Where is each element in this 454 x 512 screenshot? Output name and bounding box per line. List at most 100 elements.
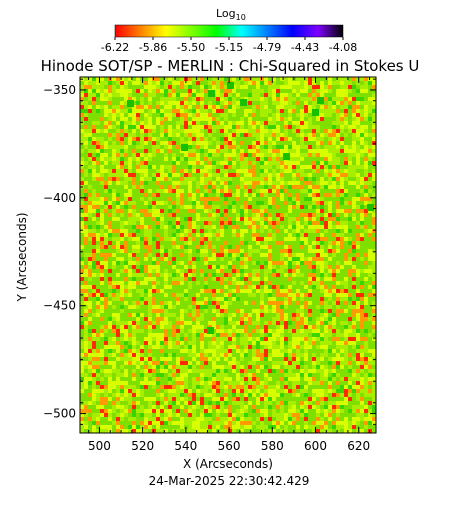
heatmap-cell bbox=[80, 105, 84, 109]
heatmap-cell bbox=[304, 313, 308, 317]
heatmap-cell bbox=[364, 97, 368, 101]
heatmap-cell bbox=[372, 189, 376, 193]
heatmap-cell bbox=[208, 257, 212, 261]
heatmap-cell bbox=[88, 133, 92, 137]
heatmap-cell bbox=[352, 201, 356, 205]
heatmap-cell bbox=[216, 85, 220, 89]
heatmap-cell bbox=[208, 313, 212, 317]
heatmap-cell bbox=[172, 213, 176, 217]
heatmap-cell bbox=[116, 165, 120, 169]
heatmap-cell bbox=[216, 317, 220, 321]
heatmap-cell bbox=[340, 321, 344, 325]
heatmap-cell bbox=[156, 165, 160, 169]
heatmap-cell bbox=[108, 205, 112, 209]
heatmap-cell bbox=[372, 269, 376, 273]
heatmap-cell bbox=[280, 93, 284, 97]
heatmap-cell bbox=[308, 177, 312, 181]
heatmap-cell bbox=[196, 313, 200, 317]
heatmap-cell bbox=[320, 233, 324, 237]
heatmap-cell bbox=[212, 125, 216, 129]
heatmap-cell bbox=[300, 237, 304, 241]
heatmap-cell bbox=[308, 221, 312, 225]
heatmap-cell bbox=[300, 233, 304, 237]
heatmap-cell bbox=[220, 109, 224, 113]
heatmap-cell bbox=[252, 305, 256, 309]
heatmap-cell bbox=[364, 145, 368, 149]
heatmap-cell bbox=[180, 329, 184, 333]
heatmap-cell bbox=[300, 273, 304, 277]
heatmap-cell bbox=[80, 261, 84, 265]
heatmap-cell bbox=[116, 113, 120, 117]
heatmap-cell bbox=[204, 229, 208, 233]
heatmap-cell bbox=[220, 301, 224, 305]
heatmap-cell bbox=[116, 105, 120, 109]
heatmap-cell bbox=[92, 129, 96, 133]
heatmap-cell bbox=[120, 293, 124, 297]
heatmap-cell bbox=[336, 273, 340, 277]
heatmap-cell bbox=[252, 221, 256, 225]
heatmap-cell bbox=[224, 185, 228, 189]
heatmap-cell bbox=[244, 325, 248, 329]
heatmap-cell bbox=[348, 93, 352, 97]
heatmap-cell bbox=[312, 325, 316, 329]
heatmap-cell bbox=[216, 217, 220, 221]
heatmap-cell bbox=[96, 189, 100, 193]
heatmap-cell bbox=[108, 281, 112, 285]
heatmap-cell bbox=[280, 197, 284, 201]
heatmap-cell bbox=[116, 281, 120, 285]
heatmap-cell bbox=[240, 301, 244, 305]
heatmap-cell bbox=[240, 285, 244, 289]
heatmap-cell bbox=[308, 153, 312, 157]
heatmap-cell bbox=[328, 173, 332, 177]
heatmap-cell bbox=[232, 245, 236, 249]
heatmap-cell bbox=[352, 185, 356, 189]
heatmap-cell bbox=[168, 109, 172, 113]
heatmap-cell bbox=[180, 181, 184, 185]
heatmap-cell bbox=[168, 121, 172, 125]
heatmap-cell bbox=[172, 181, 176, 185]
heatmap-cell bbox=[92, 157, 96, 161]
heatmap-cell bbox=[112, 157, 116, 161]
heatmap-cell bbox=[368, 161, 372, 165]
heatmap-cell bbox=[144, 233, 148, 237]
heatmap-cell bbox=[260, 297, 264, 301]
heatmap-cell bbox=[372, 237, 376, 241]
heatmap-cell bbox=[140, 149, 144, 153]
heatmap-cell bbox=[80, 325, 84, 329]
heatmap-cell bbox=[356, 129, 360, 133]
heatmap-cell bbox=[140, 221, 144, 225]
heatmap-cell bbox=[292, 165, 296, 169]
heatmap-cell bbox=[140, 217, 144, 221]
heatmap-cell bbox=[188, 333, 192, 337]
heatmap-cell bbox=[356, 221, 360, 225]
heatmap-cell bbox=[184, 113, 188, 117]
heatmap-cell bbox=[112, 101, 116, 105]
heatmap-cell bbox=[372, 137, 376, 141]
heatmap-cell bbox=[200, 161, 204, 165]
heatmap-cell bbox=[112, 109, 116, 113]
heatmap-cell bbox=[316, 153, 320, 157]
heatmap-cell bbox=[116, 289, 120, 293]
heatmap-cell bbox=[124, 85, 128, 89]
heatmap-cell bbox=[344, 313, 348, 317]
heatmap-cell bbox=[324, 249, 328, 253]
heatmap-cell bbox=[360, 221, 364, 225]
heatmap-cell bbox=[340, 93, 344, 97]
heatmap-cell bbox=[192, 161, 196, 165]
heatmap-cell bbox=[92, 109, 96, 113]
heatmap-cell bbox=[324, 337, 328, 341]
heatmap-cell bbox=[164, 337, 168, 341]
heatmap-cell bbox=[244, 249, 248, 253]
heatmap-cell bbox=[172, 277, 176, 281]
heatmap-cell bbox=[176, 301, 180, 305]
heatmap-cell bbox=[372, 273, 376, 277]
heatmap-cell bbox=[188, 277, 192, 281]
heatmap-cell bbox=[348, 277, 352, 281]
heatmap-cell bbox=[244, 277, 248, 281]
heatmap-cell bbox=[160, 117, 164, 121]
heatmap-cell bbox=[212, 193, 216, 197]
heatmap-cell bbox=[332, 321, 336, 325]
heatmap-cell bbox=[148, 169, 152, 173]
heatmap-cell bbox=[344, 269, 348, 273]
heatmap-cell bbox=[144, 129, 148, 133]
